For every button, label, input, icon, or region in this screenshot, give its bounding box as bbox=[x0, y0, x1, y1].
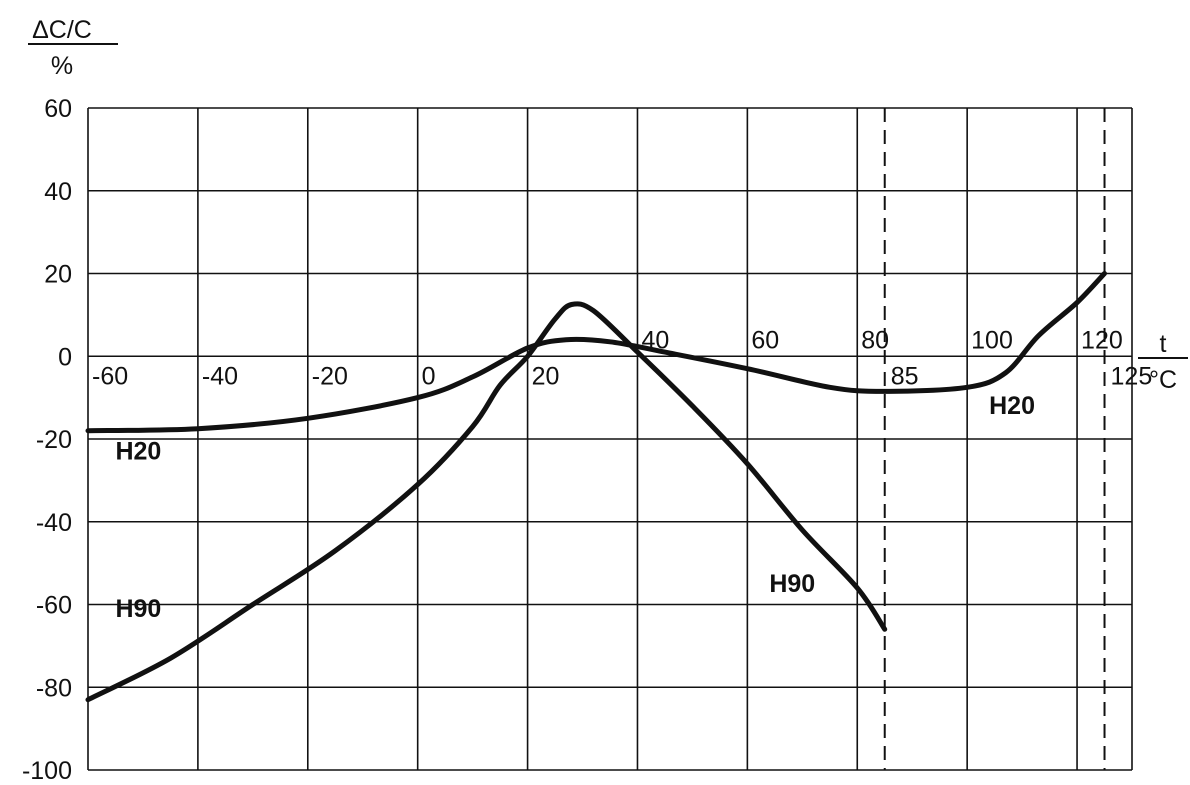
x-axis-unit: °C bbox=[1149, 366, 1177, 394]
x-tick-label: -40 bbox=[202, 362, 238, 390]
y-tick-label: -20 bbox=[36, 426, 72, 454]
x-tick-label: -60 bbox=[92, 362, 128, 390]
y-tick-label: -80 bbox=[36, 674, 72, 702]
y-tick-label: 40 bbox=[44, 178, 72, 206]
x-tick-label: -20 bbox=[312, 362, 348, 390]
series-label-h90: H90 bbox=[769, 570, 815, 598]
x-axis-title: t bbox=[1160, 330, 1167, 358]
labels: 60 40 20 0 -20 -40 -60 -80 -100 -60 -40 -20 0 20 40 60 8… bbox=[22, 16, 1188, 785]
grid bbox=[87, 107, 1133, 771]
y-tick-label: 60 bbox=[44, 95, 72, 123]
x-tick-label: 40 bbox=[641, 326, 669, 354]
series-label-h20: H20 bbox=[115, 438, 161, 466]
y-tick-label: -100 bbox=[22, 757, 72, 785]
x-tick-label: 0 bbox=[422, 362, 436, 390]
series-label-h90: H90 bbox=[115, 595, 161, 623]
series-line-h20 bbox=[85, 271, 1107, 434]
y-axis-unit: % bbox=[51, 52, 73, 80]
x-extra-tick-label: 125 bbox=[1111, 362, 1153, 390]
y-tick-label: -60 bbox=[36, 592, 72, 620]
y-tick-label: -40 bbox=[36, 509, 72, 537]
y-tick-label: 20 bbox=[44, 261, 72, 289]
x-tick-label: 80 bbox=[861, 326, 889, 354]
series-lines bbox=[85, 271, 1107, 703]
x-tick-label: 60 bbox=[751, 326, 779, 354]
y-axis-title: ΔC/C bbox=[32, 16, 92, 44]
x-extra-tick-label: 85 bbox=[891, 362, 919, 390]
x-tick-label: 20 bbox=[532, 362, 560, 390]
x-tick-label: 120 bbox=[1081, 326, 1123, 354]
series-line-h90 bbox=[85, 301, 888, 703]
x-tick-label: 100 bbox=[971, 326, 1013, 354]
y-tick-label: 0 bbox=[58, 343, 72, 371]
series-label-h20: H20 bbox=[989, 392, 1035, 420]
